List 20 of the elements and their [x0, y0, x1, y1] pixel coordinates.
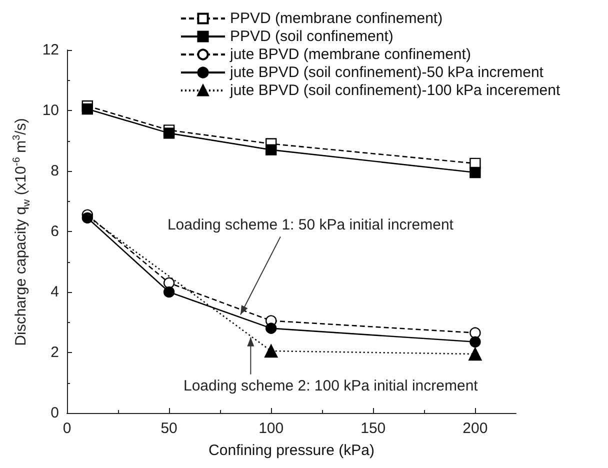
y-tick-label: 10 — [42, 102, 59, 119]
x-tick-label: 200 — [462, 420, 488, 437]
annotation: Loading scheme 2: 100 kPa initial increment — [184, 378, 478, 395]
x-tick-label: 150 — [360, 420, 386, 437]
legend-label: PPVD (membrane confinement) — [230, 10, 443, 27]
y-tick-label: 2 — [50, 344, 59, 361]
y-tick-label: 6 — [50, 223, 59, 240]
legend-label: jute BPVD (soil confinement)-100 kPa incerement — [229, 82, 561, 99]
y-tick-label: 8 — [50, 162, 59, 180]
x-tick-label: 50 — [160, 420, 178, 437]
y-tick-label: 4 — [50, 284, 59, 300]
x-axis-title: Confining pressure (kPa) — [208, 442, 374, 459]
y-tick-label: 12 — [42, 42, 59, 58]
annotation: Loading scheme 1: 50 kPa initial increment — [167, 216, 454, 234]
x-tick-label: 100 — [258, 420, 284, 437]
legend-label: PPVD (soil confinement) — [230, 28, 394, 45]
legend-label: jute BPVD (soil confinement)-50 kPa increment — [229, 64, 544, 81]
legend-label: jute BPVD (membrane confinement) — [229, 46, 471, 63]
x-tick-label: 0 — [62, 420, 72, 437]
y-tick-label: 0 — [50, 404, 59, 422]
